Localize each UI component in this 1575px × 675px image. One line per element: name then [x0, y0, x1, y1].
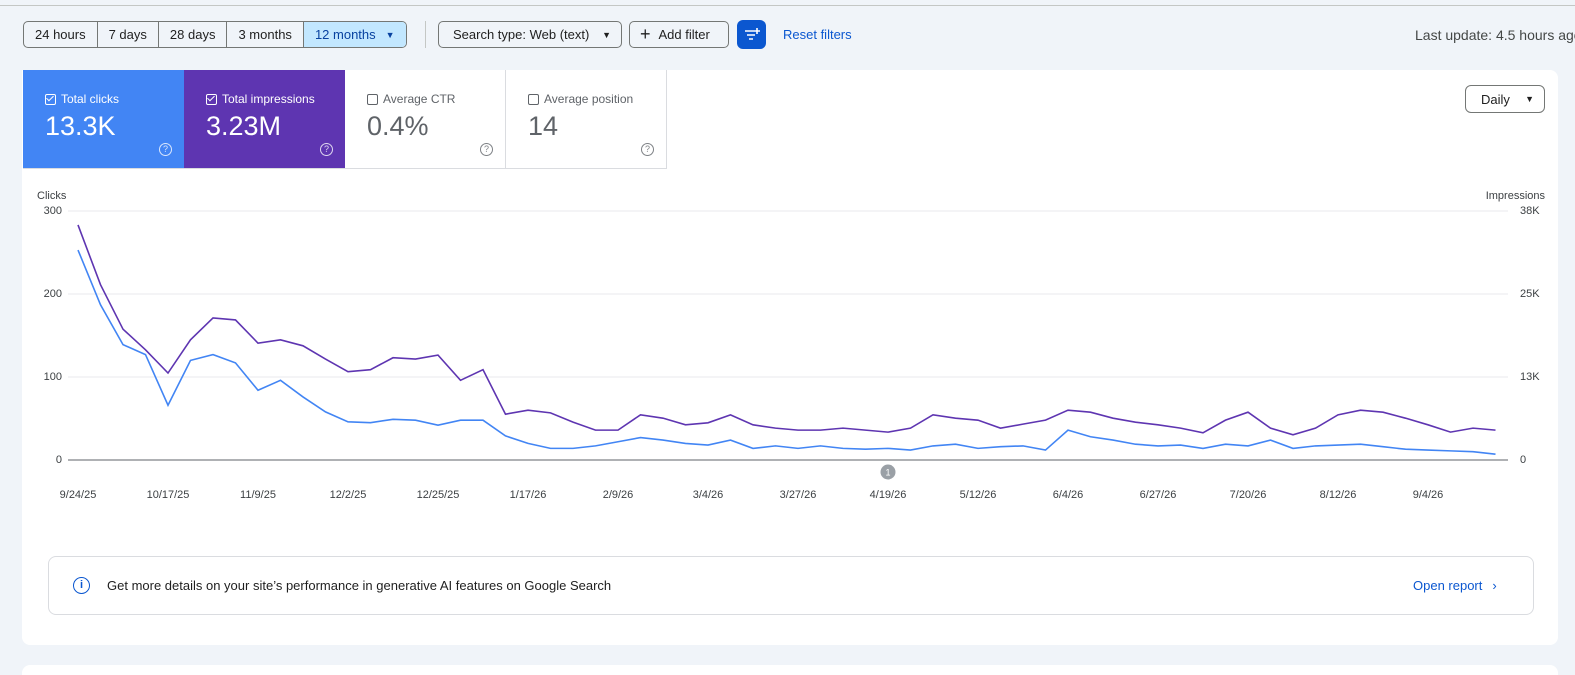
metric-label-row: Total impressions [206, 92, 345, 106]
range-label: 24 hours [35, 27, 86, 42]
date-range-group: 24 hours 7 days 28 days 3 months 12 months ▼ [23, 21, 407, 48]
y-tick-label: 300 [44, 205, 62, 217]
checkbox [528, 93, 539, 105]
search-type-button[interactable]: Search type: Web (text) ▼ [438, 21, 622, 48]
x-tick-label: 12/2/25 [330, 489, 367, 501]
next-card [22, 665, 1558, 675]
series-line [77, 224, 1496, 436]
reset-filters-link[interactable]: Reset filters [783, 27, 852, 42]
range-label: 28 days [169, 27, 216, 42]
y2-tick-label: 0 [1520, 454, 1526, 466]
metric-label: Average CTR [383, 92, 456, 106]
add-filter-button[interactable]: + Add filter [629, 21, 729, 48]
x-tick-label: 3/27/26 [780, 489, 817, 501]
help-icon: ? [159, 143, 172, 156]
checkbox [206, 93, 217, 105]
granularity-dropdown[interactable]: Daily ▼ [1465, 85, 1545, 113]
y-tick-label: 0 [56, 454, 62, 466]
x-tick-label: 3/4/26 [693, 489, 724, 501]
filter-glyph [745, 28, 760, 40]
granularity-label: Daily [1481, 91, 1510, 107]
help-icon: ? [641, 143, 654, 156]
y2-tick-label: 38K [1520, 205, 1540, 217]
y2-tick-label: 13K [1520, 371, 1540, 383]
x-tick-label: 2/9/26 [603, 489, 634, 501]
annotation-badge [880, 464, 896, 480]
top-divider [0, 5, 1575, 6]
annotation-label: 1 [885, 467, 890, 477]
dropdown-arrow: ▼ [602, 29, 611, 40]
search-type-label: Search type: Web (text) [453, 27, 590, 42]
metric-label-row: Average CTR [367, 92, 505, 106]
help-icon: ? [480, 143, 493, 156]
range-button[interactable]: 28 days [159, 22, 228, 47]
x-tick-label: 6/27/26 [1140, 489, 1177, 501]
checkbox [45, 93, 56, 105]
metric-value: 3.23M [206, 111, 282, 141]
help-icon: ? [320, 143, 333, 156]
filter-icon-button[interactable] [737, 20, 766, 49]
range-button[interactable]: 3 months [227, 22, 304, 47]
y-axis-title: Clicks [37, 190, 67, 202]
dropdown-arrow: ▼ [1525, 94, 1534, 104]
ai-banner: i Get more details on your site’s perfor… [48, 556, 1534, 615]
metric-label: Total impressions [222, 92, 315, 106]
range-button[interactable]: 24 hours [24, 22, 98, 47]
banner-text: Get more details on your site’s performa… [107, 578, 612, 593]
metric-label: Total clicks [61, 92, 120, 106]
info-icon: i [73, 577, 90, 594]
metric-label-row: Average position [528, 92, 666, 106]
dropdown-arrow: ▼ [385, 29, 395, 40]
metric-tabs: Total clicks 13.3K? Total impressions 3.23M… [23, 70, 667, 169]
x-tick-label: 8/12/26 [1320, 489, 1357, 501]
x-tick-label: 11/9/25 [240, 489, 276, 501]
metric-tab[interactable]: Average CTR 0.4%? [345, 70, 506, 168]
plus-icon: + [640, 24, 651, 44]
metric-tab[interactable]: Average position 14? [506, 70, 667, 168]
last-update: Last update: 4.5 hours ago [1415, 27, 1575, 43]
chevron: › [1492, 578, 1497, 593]
metric-tab[interactable]: Total clicks 13.3K? [23, 70, 184, 168]
metric-label: Average position [544, 92, 634, 106]
add-filter-label: Add filter [658, 27, 710, 42]
metric-label-row: Total clicks [45, 92, 184, 106]
checkbox [367, 93, 378, 105]
open-report-label: Open report [1413, 578, 1483, 593]
x-tick-label: 12/25/25 [417, 489, 460, 501]
range-label: 7 days [108, 27, 147, 42]
x-tick-label: 1/17/26 [510, 489, 547, 501]
metric-value: 13.3K [45, 111, 116, 141]
range-button[interactable]: 7 days [98, 22, 159, 47]
range-label: 3 months [238, 27, 292, 42]
x-tick-label: 7/20/26 [1230, 489, 1267, 501]
y-tick-label: 200 [44, 288, 62, 300]
y-tick-label: 100 [44, 371, 62, 383]
metric-tab[interactable]: Total impressions 3.23M? [184, 70, 345, 168]
x-tick-label: 9/4/26 [1413, 489, 1444, 501]
metric-value: 14 [528, 111, 559, 141]
x-tick-label: 6/4/26 [1053, 489, 1084, 501]
x-tick-label: 10/17/25 [147, 489, 190, 501]
x-tick-label: 9/24/25 [60, 489, 97, 501]
y2-tick-label: 25K [1520, 288, 1540, 300]
range-label: 12 months [314, 27, 376, 42]
x-tick-label: 4/19/26 [870, 489, 907, 501]
toolbar-divider [425, 21, 426, 48]
series-line [77, 249, 1496, 455]
open-report-link[interactable]: Open report › [1413, 578, 1497, 593]
performance-card: Total clicks 13.3K? Total impressions 3.23M… [22, 70, 1558, 645]
x-tick-label: 5/12/26 [960, 489, 997, 501]
filter-icon [745, 28, 760, 40]
chart: Clicks Impressions 0 100 200 300 0 13K 25K 38K 9… [37, 190, 1546, 501]
metric-value: 0.4% [367, 111, 429, 141]
range-button[interactable]: 12 months ▼ [303, 22, 406, 47]
y2-axis-title: Impressions [1486, 190, 1546, 202]
